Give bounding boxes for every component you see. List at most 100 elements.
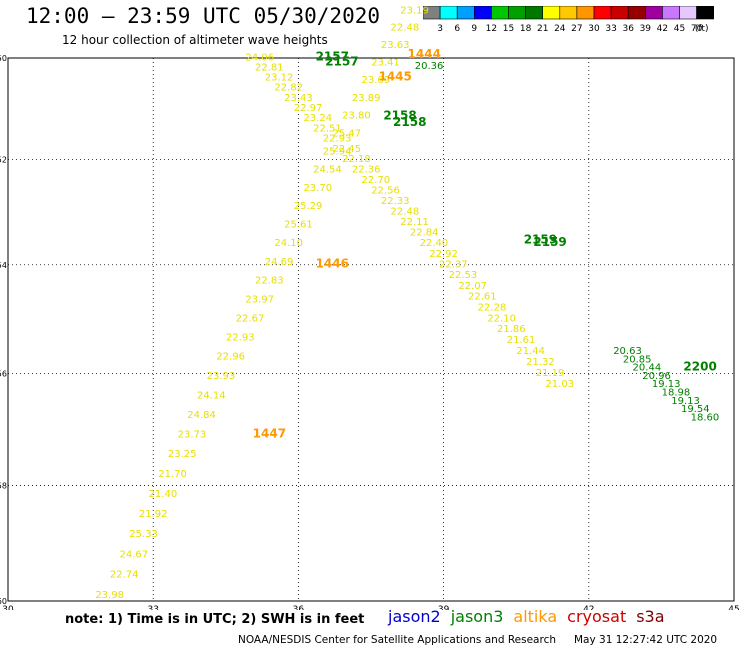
swh-point-label: 22.51 bbox=[313, 123, 342, 134]
colorbar-tick-label: 70 bbox=[691, 24, 703, 34]
swh-point-label: 22.53 bbox=[449, 270, 478, 281]
swh-point-label: 23.98 bbox=[95, 590, 124, 601]
swh-point-label: 21.86 bbox=[497, 324, 526, 335]
swh-point-label: 21.32 bbox=[526, 357, 555, 368]
x-tick-label: 33 bbox=[147, 605, 158, 610]
colorbar-tick-label: 6 bbox=[454, 24, 460, 34]
colorbar-tick-label: 24 bbox=[554, 24, 566, 34]
swh-point-label: 23.70 bbox=[303, 183, 332, 194]
colorbar-tick-label: 9 bbox=[471, 24, 477, 34]
swh-point-label: 22.48 bbox=[391, 206, 420, 217]
swh-point-label: 18.60 bbox=[691, 413, 720, 424]
swh-point-label: 25.29 bbox=[294, 201, 323, 212]
y-tick-label: -60 bbox=[0, 597, 7, 606]
colorbar-tick-label: 27 bbox=[571, 24, 582, 34]
colorbar-tick-label: 45 bbox=[674, 24, 685, 34]
colorbar-tick-label: 36 bbox=[622, 24, 634, 34]
swh-point-label: 23.73 bbox=[178, 429, 207, 440]
swh-point-label: 21.44 bbox=[516, 346, 545, 357]
pass-time-label: 2158 bbox=[383, 109, 416, 123]
swh-point-label: 22.83 bbox=[255, 276, 284, 287]
swh-point-label: 24.69 bbox=[265, 257, 294, 268]
x-tick-label: 30 bbox=[2, 605, 14, 610]
pass-time-label: 2200 bbox=[683, 360, 716, 374]
credit-time: May 31 12:27:42 UTC 2020 bbox=[574, 634, 718, 646]
colorbar-unit: (ft) bbox=[695, 24, 709, 34]
swh-point-label: 24.54 bbox=[313, 165, 342, 176]
swh-point-label: 22.18 bbox=[342, 154, 371, 165]
pass-time-label: 1445 bbox=[378, 70, 411, 84]
swh-point-label: 22.56 bbox=[371, 185, 400, 196]
y-tick-label: -54 bbox=[0, 261, 7, 270]
credit-org: NOAA/NESDIS Center for Satellite Applica… bbox=[238, 634, 556, 646]
swh-point-label: 23.43 bbox=[284, 93, 313, 104]
pass-time-label: 1447 bbox=[253, 426, 286, 440]
swh-point-label: 23.97 bbox=[245, 294, 274, 305]
chart-subtitle: 12 hour collection of altimeter wave hei… bbox=[62, 33, 328, 47]
swh-point-label: 22.61 bbox=[468, 292, 497, 303]
colorbar-tick-label: 15 bbox=[503, 24, 514, 34]
swh-point-label: 22.11 bbox=[400, 217, 429, 228]
swh-point-label: 22.74 bbox=[110, 570, 139, 581]
pass-time-label: 2159 bbox=[533, 235, 566, 249]
swh-point-label: 25.33 bbox=[129, 529, 158, 540]
colorbar-tick-label: 18 bbox=[520, 24, 532, 34]
swh-point-label: 22.82 bbox=[274, 83, 303, 94]
swh-point-label: 20.85 bbox=[623, 354, 652, 365]
chart-title: 12:00 – 23:59 UTC 05/30/2020 bbox=[26, 4, 381, 28]
satellite-legend: jason2 jason3 altika cryosat s3a bbox=[388, 607, 675, 626]
y-tick-label: -50 bbox=[0, 54, 7, 63]
swh-point-label: 25.47 bbox=[332, 128, 361, 139]
swh-point-label: 25.61 bbox=[284, 220, 313, 231]
swh-point-label: 22.28 bbox=[478, 303, 507, 314]
swh-point-label: 24.10 bbox=[274, 238, 303, 249]
x-tick-label: 39 bbox=[438, 605, 450, 610]
swh-point-label: 19.13 bbox=[652, 379, 681, 390]
swh-point-label: 23.80 bbox=[342, 111, 371, 122]
swh-point-label: 22.96 bbox=[216, 352, 245, 363]
swh-point-label: 21.19 bbox=[536, 368, 565, 379]
colorbar-tick-label: 21 bbox=[537, 24, 548, 34]
colorbar-tick-label: 42 bbox=[657, 24, 668, 34]
swh-point-label: 22.84 bbox=[410, 228, 439, 239]
y-tick-label: -56 bbox=[0, 369, 7, 378]
swh-point-label: 22.48 bbox=[391, 23, 420, 34]
swh-point-label: 23.89 bbox=[352, 93, 381, 104]
y-tick-label: -52 bbox=[0, 156, 7, 165]
swh-point-label: 23.93 bbox=[207, 371, 236, 382]
pass-time-label: 1446 bbox=[316, 256, 349, 270]
pass-time-label: 2159 bbox=[524, 232, 557, 246]
colorbar-tick-label: 30 bbox=[588, 24, 600, 34]
colorbar-tick-label: 12 bbox=[486, 24, 497, 34]
swh-point-label: 22.81 bbox=[255, 63, 284, 74]
plot-frame bbox=[7, 57, 735, 602]
swh-point-label: 23.25 bbox=[168, 449, 197, 460]
swh-point-label: 22.40 bbox=[420, 238, 449, 249]
swh-point-label: 20.36 bbox=[415, 61, 444, 72]
swh-point-label: 25.94 bbox=[323, 146, 352, 157]
colorbar-tick-label: 39 bbox=[640, 24, 652, 34]
swh-point-label: 23.63 bbox=[381, 40, 410, 51]
wave-height-colorbar: 3 6 9 12 15 18 21 24 27 30 33 36 39 42 45 70(ft) bbox=[423, 6, 715, 34]
swh-point-label: 22.07 bbox=[458, 281, 487, 292]
swh-point-label: 19.54 bbox=[681, 404, 710, 415]
swh-point-label: 22.93 bbox=[323, 134, 352, 145]
swh-point-label: 22.37 bbox=[439, 259, 468, 270]
credit-line: NOAA/NESDIS Center for Satellite Applica… bbox=[238, 634, 735, 646]
x-tick-label: 42 bbox=[583, 605, 594, 610]
swh-point-label: 23.69 bbox=[362, 75, 391, 86]
swh-point-label: 21.61 bbox=[507, 335, 536, 346]
colorbar-tick-label: 3 bbox=[437, 24, 443, 34]
x-tick-label: 36 bbox=[293, 605, 305, 610]
swh-point-label: 18.98 bbox=[662, 388, 691, 399]
swh-point-label: 24.14 bbox=[197, 390, 226, 401]
swh-point-label: 22.93 bbox=[226, 332, 255, 343]
swh-point-label: 20.44 bbox=[633, 363, 662, 374]
swh-point-label: 22.36 bbox=[352, 165, 381, 176]
swh-point-label: 21.92 bbox=[139, 509, 168, 520]
swh-point-label: 22.33 bbox=[381, 196, 410, 207]
swh-point-label: 20.96 bbox=[642, 371, 671, 382]
swh-point-label: 23.19 bbox=[400, 5, 429, 16]
swh-point-label: 22.45 bbox=[332, 144, 361, 155]
